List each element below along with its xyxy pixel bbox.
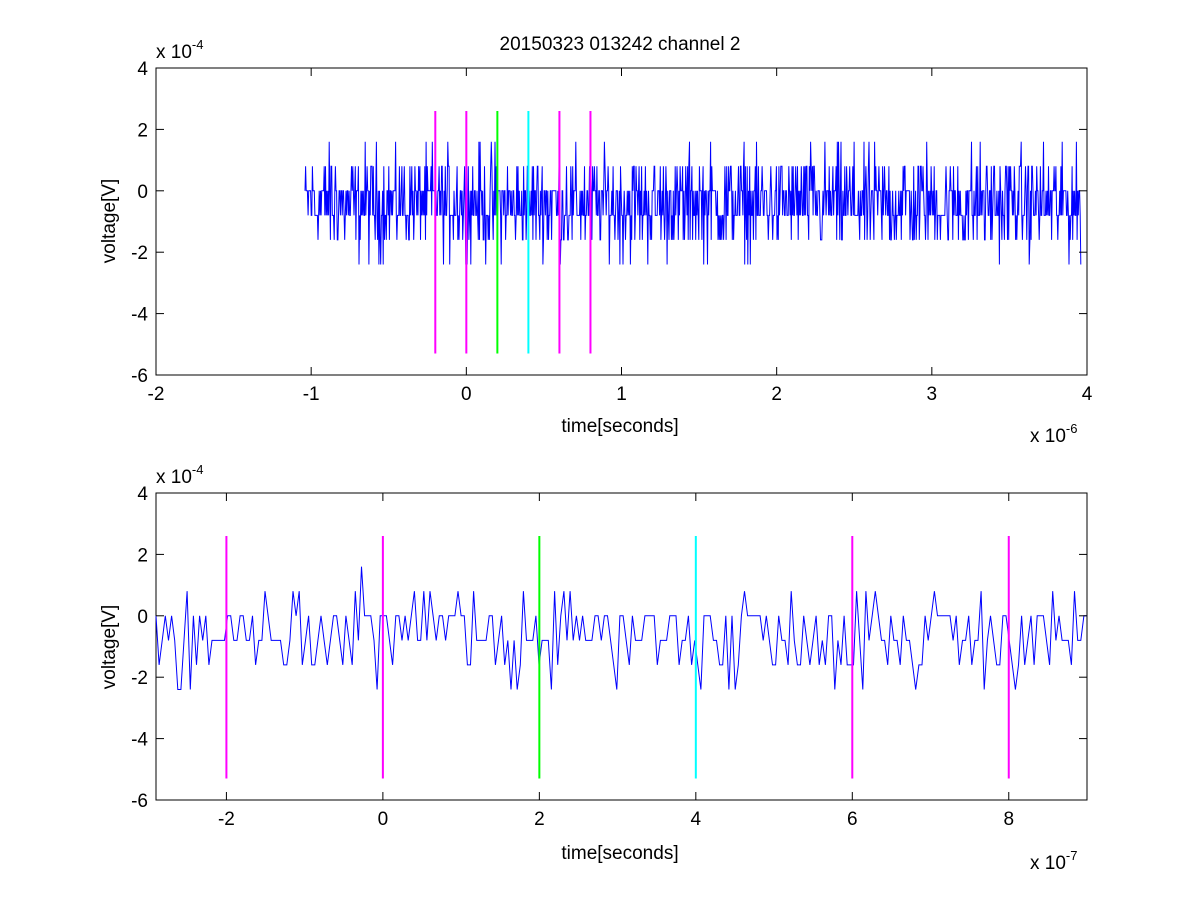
top-plot-x-tick-label: 2 <box>771 384 782 405</box>
bottom-plot-x-exponent-power: -7 <box>1066 848 1078 863</box>
bottom-plot-x-tick-label: 8 <box>1003 809 1014 830</box>
bottom-plot-x-tick-label: -2 <box>218 809 235 830</box>
figure-title: 20150323 013242 channel 2 <box>500 34 741 55</box>
top-plot-x-exponent: x 10-6 <box>1030 421 1077 447</box>
bottom-plot-x-tick-label: 4 <box>691 809 702 830</box>
bottom-plot-y-tick-label: -2 <box>131 668 148 689</box>
bottom-plot-y-tick-label: 2 <box>137 545 148 566</box>
top-plot-x-tick-label: -2 <box>148 384 165 405</box>
top-plot-x-tick-label: -1 <box>303 384 320 405</box>
bottom-plot-x-tick-label: 2 <box>534 809 545 830</box>
top-plot-x-tick-label: 0 <box>461 384 472 405</box>
bottom-plot: -2 0 2 4 6 8 -6 -4 -2 0 2 4 time[seconds] voltage[V… <box>99 462 1088 874</box>
top-plot-x-tick-label: 4 <box>1082 384 1093 405</box>
bottom-plot-x-exponent-base: x 10 <box>1030 853 1066 874</box>
bottom-plot-ylabel: voltage[V] <box>99 605 120 690</box>
bottom-plot-y-tick-label: -6 <box>131 791 148 812</box>
top-plot-x-tick-label: 1 <box>616 384 627 405</box>
top-plot-y-tick-label: -6 <box>131 366 148 387</box>
bottom-plot-signal-line <box>155 566 1087 690</box>
bottom-plot-y-exponent-base: x 10 <box>156 467 192 488</box>
top-plot-x-exponent-base: x 10 <box>1030 426 1066 447</box>
top-plot: -2 -1 0 1 2 3 4 -6 -4 -2 0 2 4 time[seconds] voltage… <box>99 37 1093 447</box>
top-plot-x-tick-label: 3 <box>927 384 938 405</box>
top-plot-x-exponent-power: -6 <box>1066 421 1078 436</box>
bottom-plot-x-tick-label: 6 <box>847 809 858 830</box>
top-plot-y-exponent: x 10-4 <box>156 37 203 63</box>
top-plot-y-tick-label: -2 <box>131 243 148 264</box>
top-plot-y-tick-label: 4 <box>137 59 148 80</box>
bottom-plot-y-exponent-power: -4 <box>192 462 204 477</box>
top-plot-xlabel: time[seconds] <box>561 416 678 437</box>
bottom-plot-x-exponent: x 10-7 <box>1030 848 1077 874</box>
top-plot-signal-line <box>304 141 1082 265</box>
bottom-plot-y-tick-label: 4 <box>137 484 148 505</box>
bottom-plot-y-tick-label: -4 <box>131 730 148 751</box>
bottom-plot-y-tick-label: 0 <box>137 607 148 628</box>
top-plot-y-tick-label: 0 <box>137 182 148 203</box>
top-plot-y-tick-label: 2 <box>137 120 148 141</box>
top-plot-ylabel: voltage[V] <box>99 179 120 264</box>
bottom-plot-content: -2 0 2 4 6 8 -6 -4 -2 0 2 4 <box>131 484 1087 830</box>
bottom-plot-frame <box>155 492 1088 801</box>
top-plot-y-exponent-power: -4 <box>192 37 204 52</box>
top-plot-y-exponent-base: x 10 <box>156 42 192 63</box>
bottom-plot-x-tick-label: 0 <box>378 809 389 830</box>
bottom-plot-y-exponent: x 10-4 <box>156 462 203 488</box>
top-plot-content: -2 -1 0 1 2 3 4 -6 -4 -2 0 2 4 <box>131 59 1093 405</box>
top-plot-y-tick-label: -4 <box>131 305 148 326</box>
bottom-plot-xlabel: time[seconds] <box>561 843 678 864</box>
